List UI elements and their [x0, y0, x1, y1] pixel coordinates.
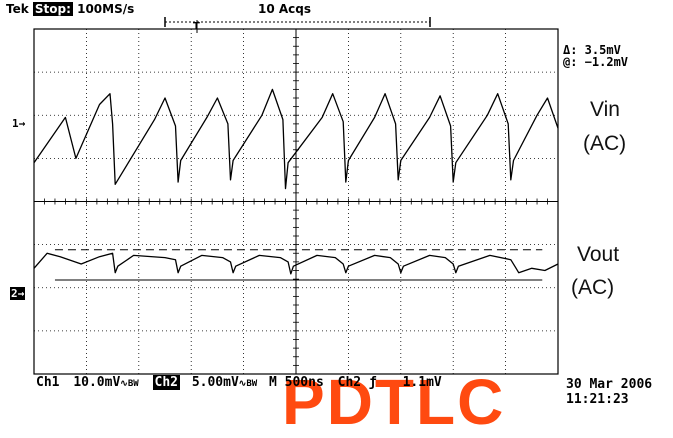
delta-readout: Δ: 3.5mV — [563, 43, 621, 57]
timebase: M 500ns — [269, 375, 324, 390]
trigger-source: Ch2 ƒ — [337, 375, 377, 390]
trigger-level: 1.1mV — [402, 375, 442, 390]
graticule — [33, 28, 559, 375]
at-readout: @: −1.2mV — [563, 55, 629, 69]
acquisition-count: 10 Acqs — [258, 2, 312, 16]
footer-readout: Ch1 10.0mV∿BW Ch2 5.00mV∿BW M 500ns Ch2 … — [36, 375, 442, 390]
vin-label: Vin — [590, 98, 620, 121]
ch2-label: Ch2 — [152, 375, 180, 390]
ch1-scale: 10.0mV — [73, 375, 121, 390]
ch2-marker: 2→ — [10, 287, 26, 300]
ch1-label: Ch1 — [36, 375, 60, 390]
trace-group — [33, 88, 559, 275]
brand-label: Tek — [6, 2, 29, 16]
date-label: 30 Mar 2006 — [566, 377, 653, 392]
vout-label: Vout — [577, 243, 620, 266]
trigger-marker: T — [193, 21, 200, 32]
sample-rate: 100MS/s — [77, 2, 135, 16]
vout-coupling-label: (AC) — [571, 276, 615, 299]
ch1-marker: 1→ — [12, 117, 26, 130]
scope-display: T — [33, 17, 559, 375]
ch2-scale: 5.00mV — [191, 375, 239, 390]
vin-coupling-label: (AC) — [583, 132, 627, 155]
trigger-position-bracket: T — [164, 17, 431, 33]
run-state-badge: Stop: — [32, 2, 73, 16]
ch2-bw: ∿BW — [238, 379, 258, 389]
trace-vout — [33, 252, 559, 275]
cursor-lines — [54, 249, 543, 281]
ch1-bw: ∿BW — [120, 379, 139, 389]
trace-vin — [33, 88, 559, 190]
status-bar: Tek Stop: 100MS/s — [6, 2, 134, 16]
time-label: 11:21:23 — [566, 392, 629, 407]
